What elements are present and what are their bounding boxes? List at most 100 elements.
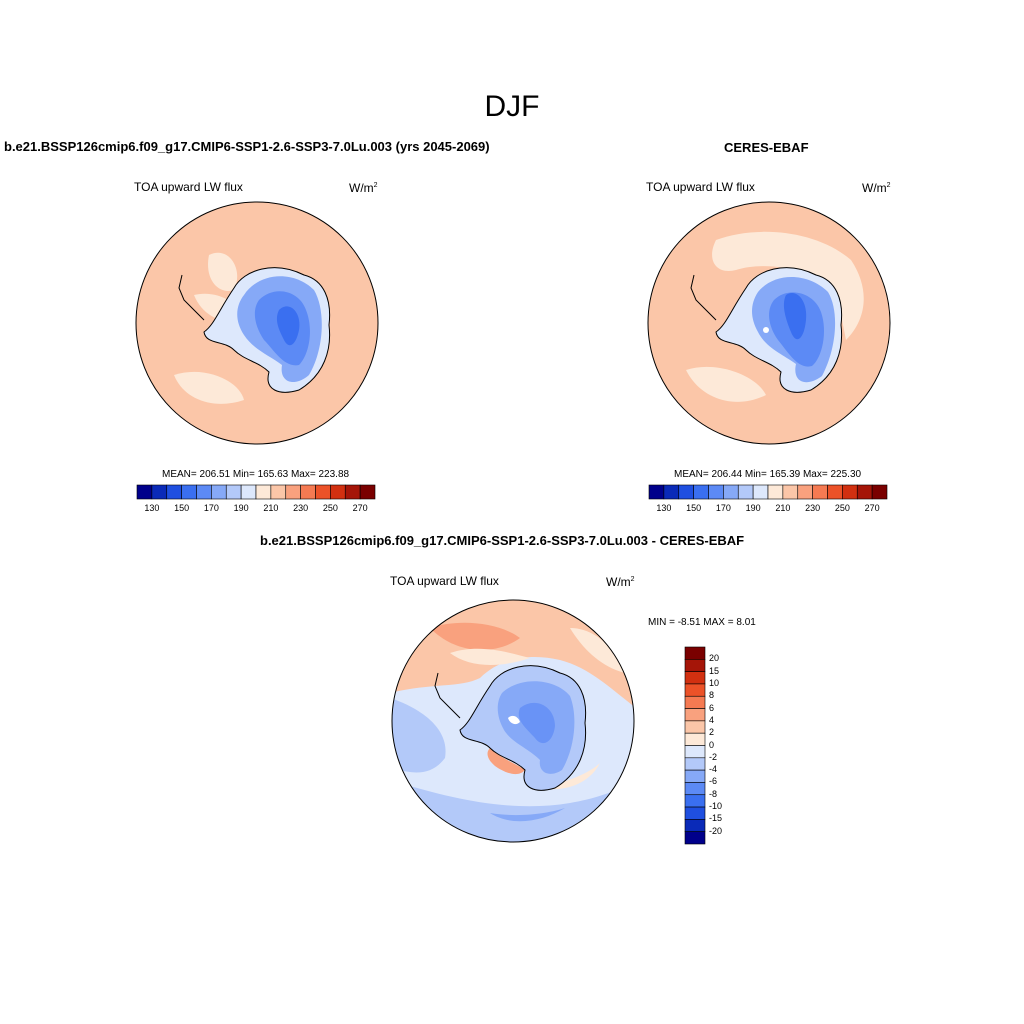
- panel-3-colorbar-color-box: [684, 646, 706, 660]
- panel-3-colorbar-tick-label: 2: [709, 727, 715, 738]
- panel-1-colorbar-color-box: [240, 484, 257, 500]
- panel-2-colorbar: [648, 484, 888, 500]
- panel-2-variable: TOA upward LW flux: [646, 180, 755, 194]
- panel-1-colorbar-color-box: [330, 484, 346, 500]
- panel-2-title: CERES-EBAF: [724, 140, 809, 155]
- panel-1-colorbar-tick-label: 150: [174, 503, 190, 513]
- panel-3-colorbar-tick-label: 10: [709, 677, 720, 688]
- panel-3-colorbar-tick-label: -6: [709, 776, 718, 787]
- panel-1-colorbar-color-box: [315, 484, 331, 500]
- panel-1-colorbar-ticks: 130 150 170 190 210 230 250 270: [137, 503, 375, 515]
- panel-2-colorbar-color-box: [767, 484, 784, 500]
- panel-1-colorbar-tick-label: 170: [203, 503, 219, 513]
- panel-1-title: b.e21.BSSP126cmip6.f09_g17.CMIP6-SSP1-2.…: [4, 139, 490, 154]
- panel-1-colorbar-color-box: [285, 484, 301, 500]
- panel-1-colorbar-color-box: [136, 484, 153, 500]
- panel-3-colorbar-color-box: [684, 671, 706, 685]
- panel-3-colorbar-color-box: [684, 695, 706, 709]
- panel-3-colorbar-tick-label: -2: [709, 751, 718, 762]
- panel-1-colorbar-color-box: [300, 484, 316, 500]
- panel-2-colorbar-ticks: 130 150 170 190 210 230 250 270: [649, 503, 887, 515]
- panel-2-colorbar-color-box: [827, 484, 843, 500]
- figure-title: DJF: [484, 90, 540, 123]
- panel-1-colorbar-color-box: [225, 484, 242, 500]
- panel-3-colorbar-tick-label: -15: [709, 813, 723, 824]
- panel-1-colorbar-tick-label: 230: [293, 503, 309, 513]
- panel-3-colorbar-tick-label: -20: [709, 825, 723, 836]
- panel-3-colorbar-color-box: [684, 708, 706, 722]
- panel-3-colorbar-tick-label: 6: [709, 702, 715, 713]
- panel-3-colorbar-color-box: [684, 757, 706, 771]
- panel-1-variable: TOA upward LW flux: [134, 180, 243, 194]
- panel-2-map: [647, 201, 891, 445]
- panel-3-map: [391, 599, 635, 843]
- panel-3-colorbar-tick-label: 15: [709, 665, 720, 676]
- panel-2-colorbar-color-box: [856, 484, 873, 500]
- panel-1-colorbar-tick-label: 250: [322, 503, 338, 513]
- panel-2-colorbar-color-box: [752, 484, 769, 500]
- panel-3-colorbar-tick-label: -8: [709, 788, 718, 799]
- panel-2-colorbar-color-box: [737, 484, 754, 500]
- panel-1-colorbar-color-box: [255, 484, 272, 500]
- panel-2-colorbar-color-box: [812, 484, 828, 500]
- panel-1-colorbar-color-box: [181, 484, 197, 500]
- panel-2-colorbar-tick-label: 150: [686, 503, 702, 513]
- panel-1-colorbar-color-box: [211, 484, 227, 500]
- panel-3-colorbar-tick-label: 8: [709, 690, 715, 701]
- panel-3-colorbar-color-box: [684, 732, 706, 746]
- panel-1-stats: MEAN= 206.51 Min= 165.63 Max= 223.88: [162, 469, 350, 480]
- panel-1-map: [135, 201, 379, 445]
- panel-1-colorbar-color-box: [166, 484, 182, 500]
- panel-3-colorbar-tick-label: -4: [709, 764, 718, 775]
- panel-1-colorbar-color-box: [196, 484, 212, 500]
- panel-2-colorbar-tick-label: 210: [775, 503, 791, 513]
- panel-1-colorbar-color-box: [151, 484, 168, 500]
- panel-2-colorbar-color-box: [782, 484, 799, 500]
- panel-2-colorbar-color-box: [723, 484, 739, 500]
- panel-3-stats: MIN = -8.51 MAX = 8.01: [648, 617, 756, 628]
- panel-1-colorbar-color-box: [344, 484, 361, 500]
- panel-1-colorbar-tick-label: 270: [352, 503, 368, 513]
- panel-1-colorbar-tick-label: 130: [144, 503, 160, 513]
- panel-2-colorbar-color-box: [842, 484, 858, 500]
- panel-3-colorbar-tick-label: -10: [709, 801, 723, 812]
- panel-3-colorbar-color-box: [684, 782, 706, 796]
- panel-3-colorbar-tick-label: 20: [709, 653, 720, 664]
- panel-1-colorbar-color-box: [270, 484, 287, 500]
- panel-2-units: W/m2: [862, 181, 891, 195]
- panel-2-colorbar-color-box: [708, 484, 724, 500]
- panel-2-colorbar-tick-label: 170: [715, 503, 731, 513]
- panel-1-units: W/m2: [349, 181, 378, 195]
- panel-2-colorbar-tick-label: 270: [864, 503, 880, 513]
- panel-3-colorbar-tick-label: 4: [709, 714, 715, 725]
- panel-3-colorbar-color-box: [684, 806, 706, 820]
- panel-1-colorbar-tick-label: 190: [233, 503, 249, 513]
- panel-3-colorbar-color-box: [684, 720, 706, 734]
- panel-2-colorbar-tick-label: 230: [805, 503, 821, 513]
- panel-3-variable: TOA upward LW flux: [390, 574, 499, 588]
- panel-2-colorbar-color-box: [678, 484, 694, 500]
- panel-3-colorbar-color-box: [684, 769, 706, 783]
- panel-2-colorbar-tick-label: 190: [745, 503, 761, 513]
- panel-3-colorbar-color-box: [684, 819, 706, 832]
- panel-3-colorbar-color-box: [684, 831, 706, 845]
- panel-2-colorbar-color-box: [663, 484, 680, 500]
- panel-3-units: W/m2: [606, 575, 635, 589]
- panel-2-colorbar-color-box: [871, 484, 888, 500]
- panel-1-colorbar: [136, 484, 376, 500]
- panel-1-colorbar-color-box: [359, 484, 376, 500]
- panel-3-colorbar-color-box: [684, 745, 706, 759]
- panel-2-colorbar-color-box: [797, 484, 813, 500]
- panel-2-colorbar-color-box: [648, 484, 665, 500]
- panel-3-colorbar-ticks: 20 15 10 8 6 4 2 0 -2 -4 -6 -8 -10 -15 -20: [709, 647, 739, 844]
- panel-2-stats: MEAN= 206.44 Min= 165.39 Max= 225.30: [674, 469, 862, 480]
- panel-3-colorbar: [684, 646, 706, 845]
- panel-1-colorbar-tick-label: 210: [263, 503, 279, 513]
- panel-3-title: b.e21.BSSP126cmip6.f09_g17.CMIP6-SSP1-2.…: [260, 533, 745, 548]
- panel-3-colorbar-color-box: [684, 683, 706, 697]
- panel-2-colorbar-tick-label: 130: [656, 503, 672, 513]
- panel-3-colorbar-color-box: [684, 659, 706, 672]
- panel-2-colorbar-tick-label: 250: [834, 503, 850, 513]
- panel-3-colorbar-tick-label: 0: [709, 739, 715, 750]
- panel-2-colorbar-color-box: [693, 484, 709, 500]
